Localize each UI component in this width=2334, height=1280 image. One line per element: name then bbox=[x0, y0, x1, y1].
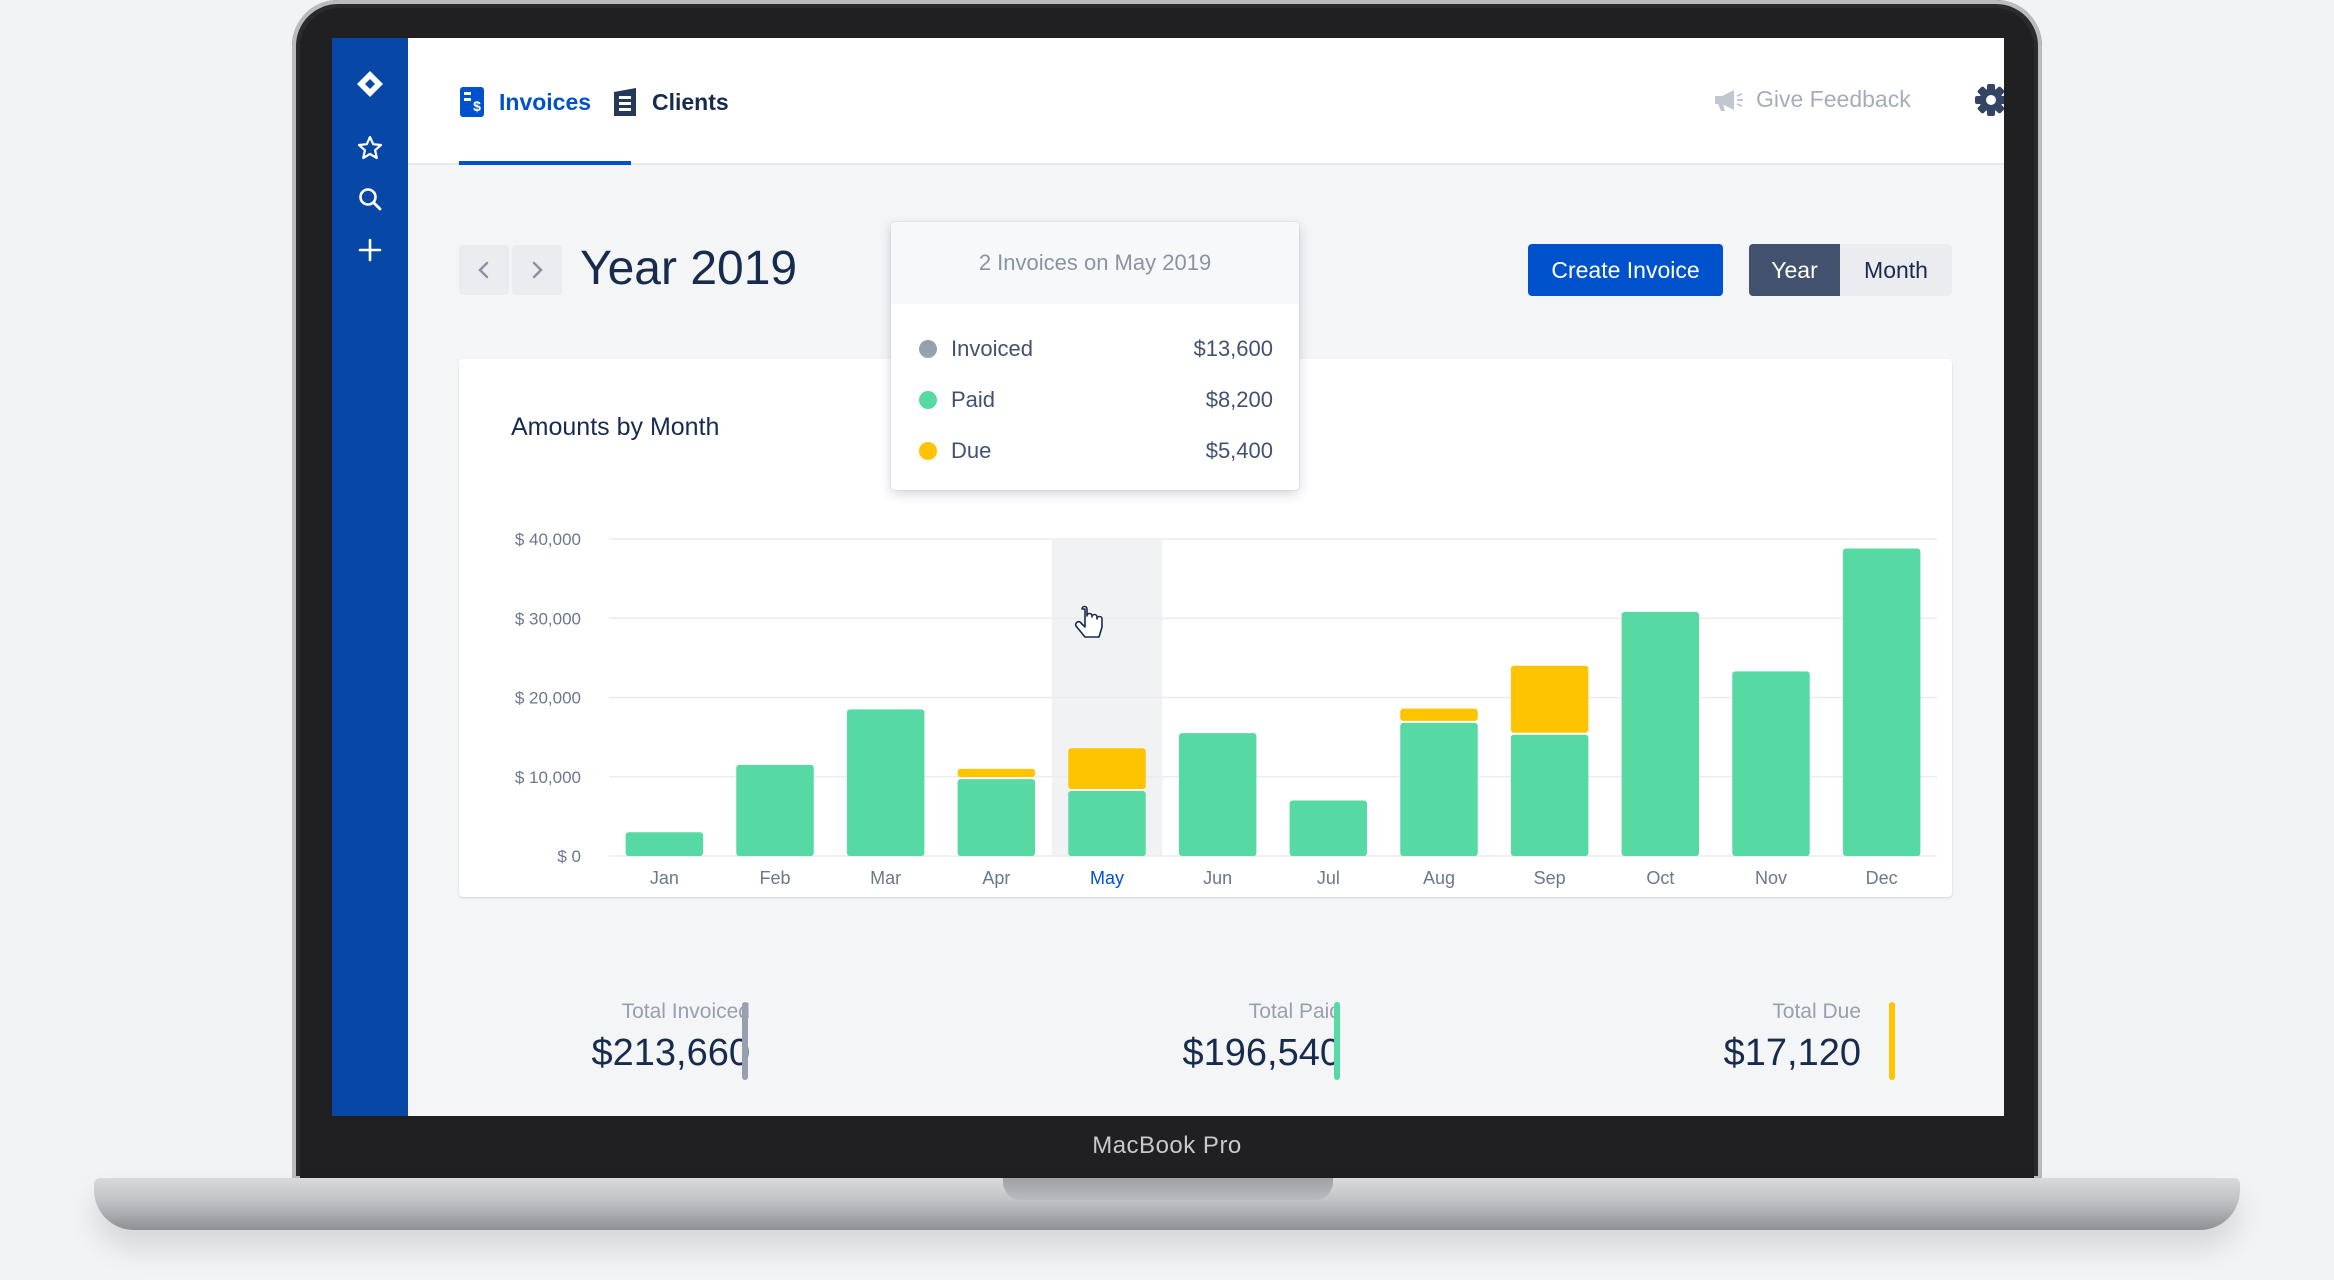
tooltip-value: $13,600 bbox=[1193, 336, 1273, 361]
tooltip-value: $5,400 bbox=[1205, 438, 1273, 463]
previous-year-button[interactable] bbox=[459, 245, 509, 295]
tab-label: Invoices bbox=[499, 88, 592, 115]
bar-due-sep bbox=[1510, 665, 1589, 733]
x-tick-label: Jan bbox=[650, 868, 679, 888]
top-header: $ Invoices Clients Give Feedback bbox=[408, 38, 2004, 165]
app-logo-icon[interactable] bbox=[355, 69, 385, 99]
bar-due-apr bbox=[957, 768, 1036, 778]
chart-tooltip: 2 Invoices on May 2019 Invoiced $13,600 … bbox=[891, 222, 1299, 490]
legend-dot bbox=[919, 442, 937, 460]
bar-due-may bbox=[1068, 748, 1146, 790]
laptop-notch bbox=[1003, 1178, 1333, 1200]
star-icon[interactable] bbox=[355, 133, 385, 163]
total-paid: Total Paid $196,540 bbox=[1183, 1000, 1342, 1075]
search-icon[interactable] bbox=[355, 184, 385, 214]
bar-paid-dec bbox=[1842, 548, 1921, 856]
tooltip-label: Due bbox=[951, 438, 992, 463]
total-invoiced: Total Invoiced $213,660 bbox=[592, 1000, 751, 1075]
total-invoiced-indicator bbox=[742, 1002, 748, 1080]
bar-paid-oct bbox=[1621, 611, 1700, 856]
total-label: Total Due bbox=[1772, 1000, 1861, 1023]
y-tick-label: $ 20,000 bbox=[515, 689, 581, 708]
tooltip-label: Invoiced bbox=[951, 336, 1033, 361]
next-year-button[interactable] bbox=[512, 245, 562, 295]
x-tick-label: Oct bbox=[1646, 868, 1674, 888]
active-tab-indicator bbox=[459, 161, 631, 165]
x-tick-label: May bbox=[1090, 868, 1124, 888]
x-tick-label: Mar bbox=[870, 868, 901, 888]
bar-paid-apr bbox=[957, 779, 1036, 856]
tooltip-title: 2 Invoices on May 2019 bbox=[891, 222, 1299, 304]
total-due-indicator bbox=[1889, 1002, 1895, 1080]
bar-paid-nov bbox=[1732, 671, 1810, 856]
tooltip-value: $8,200 bbox=[1205, 387, 1273, 412]
megaphone-icon bbox=[1715, 89, 1743, 111]
tooltip-row-invoiced: Invoiced $13,600 bbox=[919, 334, 1273, 364]
y-tick-label: $ 40,000 bbox=[515, 530, 581, 549]
create-invoice-button[interactable]: Create Invoice bbox=[1528, 244, 1723, 296]
total-label: Total Invoiced bbox=[621, 1000, 750, 1023]
bar-paid-sep bbox=[1510, 734, 1589, 856]
device-label: MacBook Pro bbox=[1092, 1132, 1242, 1159]
view-month-button[interactable]: Month bbox=[1840, 244, 1952, 296]
x-tick-label: Jun bbox=[1203, 868, 1232, 888]
x-tick-label: Nov bbox=[1755, 868, 1787, 888]
page-title: Year 2019 bbox=[580, 242, 798, 295]
tab-label: Clients bbox=[652, 88, 729, 115]
x-tick-label: Sep bbox=[1534, 868, 1566, 888]
gear-icon[interactable] bbox=[1973, 82, 2004, 118]
total-value: $17,120 bbox=[1723, 1032, 1861, 1074]
bar-paid-jun bbox=[1178, 733, 1257, 856]
x-tick-label: Aug bbox=[1423, 868, 1455, 888]
view-year-button[interactable]: Year bbox=[1749, 244, 1840, 296]
y-tick-label: $ 30,000 bbox=[515, 609, 581, 628]
chart-title: Amounts by Month bbox=[511, 413, 720, 441]
y-tick-label: $ 0 bbox=[557, 847, 581, 866]
tooltip-label: Paid bbox=[951, 387, 996, 412]
give-feedback-button[interactable]: Give Feedback bbox=[1712, 86, 1911, 113]
app-screen: $ Invoices Clients Give Feedback bbox=[332, 38, 2004, 1116]
chevron-left-icon bbox=[478, 261, 489, 279]
x-tick-label: Apr bbox=[982, 868, 1010, 888]
tab-invoices[interactable]: $ Invoices bbox=[459, 86, 591, 118]
tooltip-row-due: Due $5,400 bbox=[919, 436, 1273, 466]
feedback-label: Give Feedback bbox=[1756, 86, 1911, 112]
tab-clients[interactable]: Clients bbox=[612, 86, 729, 118]
invoice-icon: $ bbox=[460, 87, 484, 117]
x-tick-label: Dec bbox=[1866, 868, 1898, 888]
bar-paid-feb bbox=[736, 764, 814, 856]
amounts-chart: $ 0 $ 10,000 $ 20,000 $ 30,000 $ 40,000 Jan Fe… bbox=[515, 530, 1937, 888]
bar-paid-aug bbox=[1400, 722, 1478, 856]
total-value: $213,660 bbox=[591, 1032, 751, 1074]
total-paid-indicator bbox=[1334, 1002, 1340, 1080]
bar-paid-jul bbox=[1289, 800, 1368, 856]
hand-cursor-icon bbox=[1074, 605, 1103, 638]
bar-paid-may bbox=[1068, 791, 1146, 856]
chevron-right-icon bbox=[532, 261, 543, 279]
bar-paid-mar bbox=[846, 709, 925, 856]
total-due: Total Due $17,120 bbox=[1724, 1000, 1861, 1075]
tooltip-row-paid: Paid $8,200 bbox=[919, 385, 1273, 415]
legend-dot bbox=[919, 391, 937, 409]
building-icon bbox=[614, 88, 636, 116]
bar-paid-jan bbox=[625, 832, 704, 856]
svg-text:$: $ bbox=[473, 98, 481, 114]
y-tick-label: $ 10,000 bbox=[515, 768, 581, 787]
x-tick-label: Feb bbox=[759, 868, 790, 888]
total-label: Total Paid bbox=[1248, 1000, 1341, 1023]
create-icon[interactable] bbox=[355, 235, 385, 265]
legend-dot bbox=[919, 340, 937, 358]
total-value: $196,540 bbox=[1182, 1032, 1342, 1074]
bar-due-aug bbox=[1400, 708, 1478, 721]
global-sidebar bbox=[332, 38, 408, 1116]
x-tick-label: Jul bbox=[1317, 868, 1340, 888]
